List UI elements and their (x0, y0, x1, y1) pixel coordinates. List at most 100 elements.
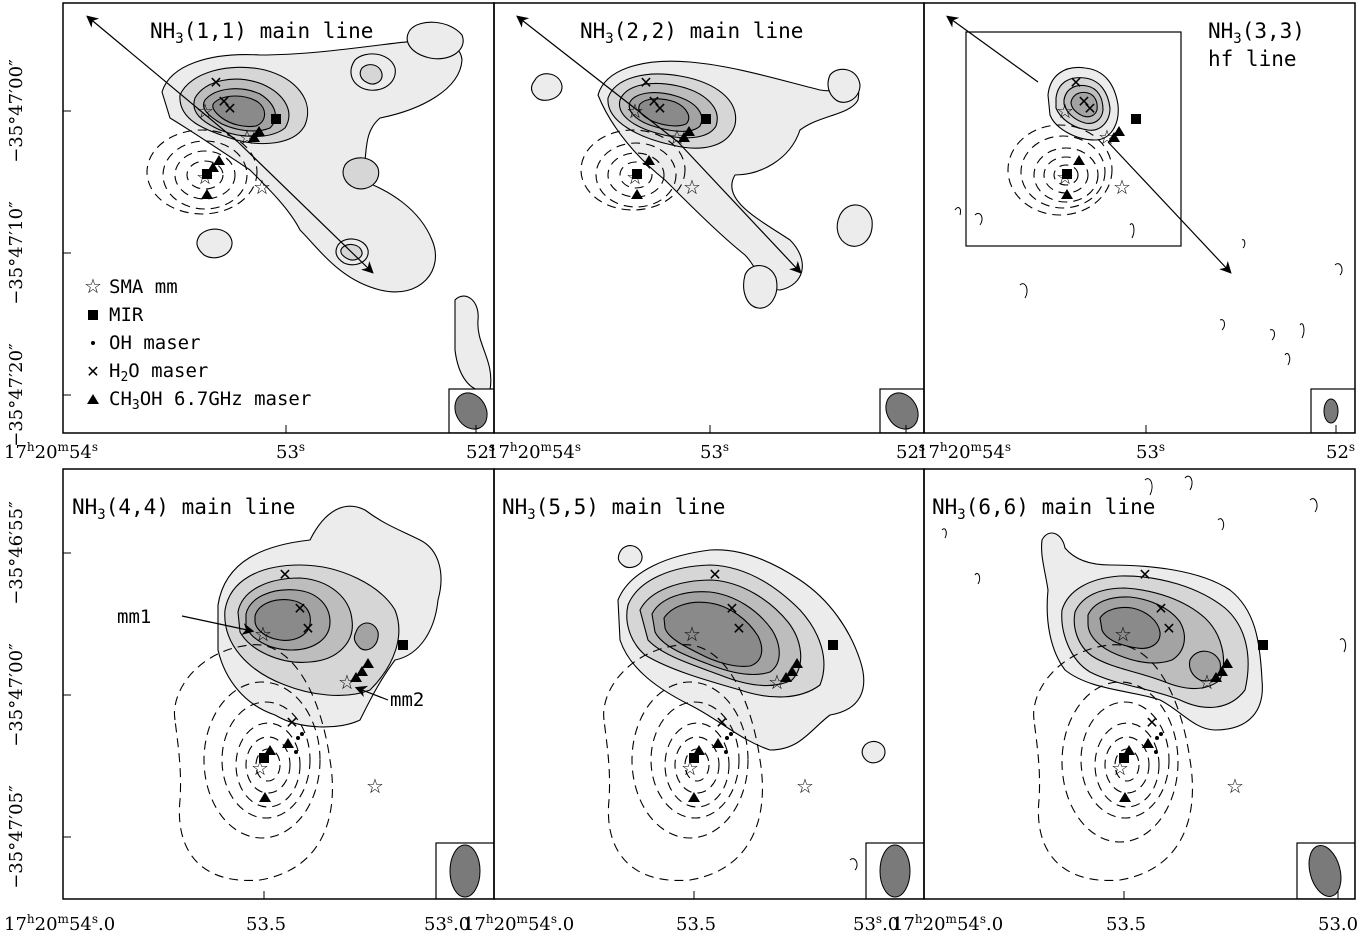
ch3oh-maser-marker (712, 738, 724, 748)
pv-cut-arrow (1107, 141, 1232, 274)
ch3oh-maser-marker (1221, 658, 1233, 668)
ra-tick-label: 52s (466, 440, 495, 463)
ra-tick-label: 17h20m54s.0 (463, 912, 574, 935)
mir-marker (271, 114, 281, 124)
markers: ✕ ✕ ✕ ☆ ☆ ☆ ☆ (626, 73, 711, 199)
panel-title-line2: hf line (1208, 47, 1297, 71)
ra-tick-label: 53s.0 (853, 912, 899, 935)
panel-title: NH3(4,4) main line (72, 495, 295, 523)
ch3oh-maser-marker (1142, 738, 1154, 748)
markers: ✕ ✕ ✕ ☆ ☆ ☆ ☆ (1056, 73, 1141, 199)
mm2-pointer (354, 685, 389, 701)
h2o-maser-marker: ✕ (217, 92, 230, 111)
panel-nh3-22: ✕ ✕ ✕ ☆ ☆ ☆ ☆ (516, 15, 924, 433)
markers: ✕ ✕ ✕ ✕ ☆ ☆ ☆ ☆ (681, 565, 838, 802)
sma-mm-marker: ☆ (238, 125, 256, 149)
panel-nh3-66: ✕ ✕ ✕ ✕ ☆ ☆ ☆ ☆ (941, 475, 1355, 899)
mir-marker (1119, 753, 1129, 763)
ch3oh-maser-marker (631, 189, 643, 199)
top-ra-labels: 17h20m54s 53s 52s 17h20m54s 53s 52s 17h2… (4, 440, 1355, 463)
pv-cut-arrow (86, 15, 239, 143)
sma-mm-marker: ☆ (1226, 774, 1244, 798)
mir-marker (1062, 169, 1072, 179)
beam (879, 388, 924, 433)
markers: ✕ ✕ ✕ ✕ ☆ ☆ ☆ ☆ (251, 565, 408, 802)
panel-nh3-11: ✕ ✕ ✕ ☆ ☆ ☆ ☆ (86, 15, 494, 433)
oh-maser-marker (729, 732, 733, 736)
mir-marker (259, 753, 269, 763)
h2o-maser-marker: ✕ (1083, 99, 1096, 118)
legend-sma-label: SMA mm (109, 276, 178, 298)
sma-mm-marker: ☆ (1098, 125, 1116, 149)
mm1-label: mm1 (117, 606, 151, 628)
top-axis-ticks (63, 110, 1337, 433)
h2o-maser-marker: ✕ (1077, 92, 1090, 111)
ra-tick-label: 53.5 (676, 914, 716, 935)
emission-contours (530, 60, 873, 309)
panel-nh3-33: ✕ ✕ ✕ ☆ ☆ ☆ ☆ (946, 15, 1355, 433)
emission-contours (1041, 532, 1263, 731)
ra-tick-label: 17h20m54s (487, 440, 581, 463)
ra-tick-label: 53.0 (1318, 914, 1358, 935)
ch3oh-maser-marker (201, 189, 213, 199)
ch3oh-maser-marker (688, 792, 700, 802)
mm1-pointer (181, 615, 255, 635)
dec-tick-label: −35°47′10″ (6, 201, 27, 305)
oh-maser-marker (296, 736, 300, 740)
ch3oh-maser-marker (693, 745, 705, 755)
dec-tick-label: −35°46′55″ (6, 501, 27, 605)
legend-oh-icon (91, 341, 95, 345)
bottom-axis-ticks (63, 552, 1339, 899)
panel-frame (923, 468, 1356, 900)
absorption-contours (1033, 644, 1193, 882)
h2o-maser-marker: ✕ (1162, 619, 1175, 638)
oh-maser-marker (1154, 750, 1158, 754)
ch3oh-maser-marker (1061, 189, 1073, 199)
legend-oh-label: OH maser (109, 332, 201, 354)
ch3oh-maser-marker (282, 738, 294, 748)
sma-mm-marker: ☆ (1113, 175, 1131, 199)
h2o-maser-marker: ✕ (653, 99, 666, 118)
noise-contours (941, 475, 1347, 653)
ra-tick-label: 53s (276, 440, 305, 463)
oh-maser-marker (294, 750, 298, 754)
h2o-maser-marker: ✕ (1138, 565, 1151, 584)
ch3oh-maser-marker (362, 658, 374, 668)
h2o-maser-marker: ✕ (293, 599, 306, 618)
legend-mir-icon (88, 310, 98, 320)
ra-tick-label: 53.5 (246, 914, 286, 935)
markers: ✕ ✕ ✕ ☆ ☆ ☆ ☆ (196, 73, 281, 199)
mir-marker (701, 114, 711, 124)
oh-maser-marker (300, 732, 304, 736)
ch3oh-maser-marker (248, 132, 260, 142)
sma-mm-marker: ☆ (683, 622, 701, 646)
ra-tick-label: 17h20m54s (4, 440, 98, 463)
h2o-maser-marker: ✕ (301, 619, 314, 638)
mir-marker (202, 169, 212, 179)
ch3oh-maser-marker (791, 658, 803, 668)
sma-mm-marker: ☆ (626, 99, 644, 123)
emission-contours (161, 21, 492, 392)
legend-sma-icon: ☆ (84, 274, 102, 298)
beam (448, 388, 494, 433)
ch3oh-maser-marker (1216, 666, 1228, 676)
sma-mm-marker: ☆ (668, 125, 686, 149)
emission-contours (1047, 66, 1119, 141)
ra-tick-label: 17h20m54s.0 (4, 912, 115, 935)
pv-cut-arrow (237, 141, 374, 274)
ch3oh-maser-marker (678, 132, 690, 142)
legend-ch3oh-icon (87, 394, 99, 404)
sma-mm-marker: ☆ (683, 175, 701, 199)
h2o-maser-marker: ✕ (278, 565, 291, 584)
dec-tick-label: −35°47′05″ (6, 785, 27, 889)
sma-mm-marker: ☆ (768, 670, 786, 694)
oh-maser-marker (724, 750, 728, 754)
ra-tick-label: 17h20m54s.0 (892, 912, 1003, 935)
h2o-maser-marker: ✕ (715, 713, 728, 732)
dec-tick-label: −35°47′00″ (6, 59, 27, 163)
ra-tick-label: 53s.0 (424, 912, 470, 935)
h2o-maser-marker: ✕ (223, 99, 236, 118)
ch3oh-maser-marker (207, 162, 219, 172)
sma-mm-marker: ☆ (1114, 622, 1132, 646)
